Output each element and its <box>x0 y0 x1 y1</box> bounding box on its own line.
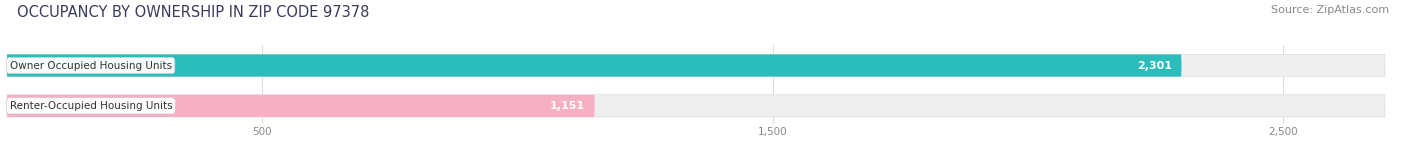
Text: 1,151: 1,151 <box>550 101 585 111</box>
Text: OCCUPANCY BY OWNERSHIP IN ZIP CODE 97378: OCCUPANCY BY OWNERSHIP IN ZIP CODE 97378 <box>17 5 370 20</box>
FancyBboxPatch shape <box>7 54 1181 77</box>
FancyBboxPatch shape <box>7 95 595 117</box>
FancyBboxPatch shape <box>1128 60 1181 71</box>
Text: Renter-Occupied Housing Units: Renter-Occupied Housing Units <box>10 101 172 111</box>
Text: 2,301: 2,301 <box>1137 61 1171 70</box>
FancyBboxPatch shape <box>7 54 1385 77</box>
FancyBboxPatch shape <box>7 95 1385 117</box>
Text: Source: ZipAtlas.com: Source: ZipAtlas.com <box>1271 5 1389 15</box>
Text: Owner Occupied Housing Units: Owner Occupied Housing Units <box>10 61 172 70</box>
FancyBboxPatch shape <box>540 100 595 112</box>
